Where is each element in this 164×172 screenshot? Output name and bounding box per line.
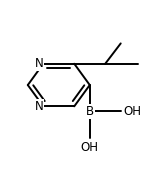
Text: B: B bbox=[86, 105, 94, 118]
Text: N: N bbox=[35, 57, 43, 70]
Text: OH: OH bbox=[124, 105, 142, 118]
Text: OH: OH bbox=[81, 141, 99, 154]
Text: N: N bbox=[35, 100, 43, 113]
